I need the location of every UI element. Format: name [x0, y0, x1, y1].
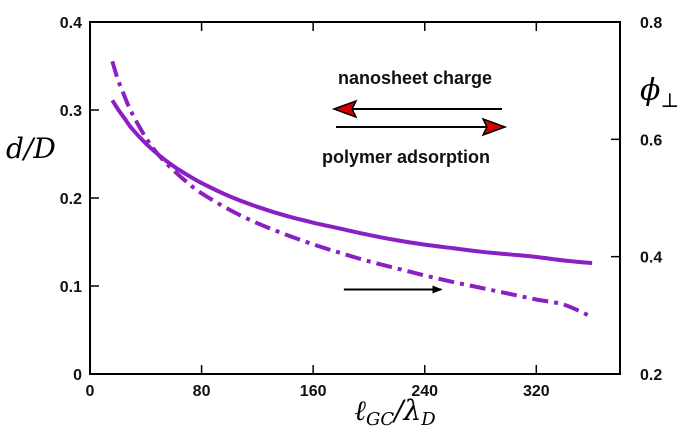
x-tick-label: 160 [300, 383, 327, 400]
x-tick-label: 240 [411, 383, 438, 400]
series-line-solid [110, 99, 593, 266]
right-y-axis-title: ϕ⊥ [640, 73, 679, 112]
series-line-dashdot [110, 60, 593, 319]
left-y-tick-label: 0.3 [60, 103, 82, 120]
x-tick-label: 320 [523, 383, 550, 400]
right-y-tick-label: 0.6 [640, 132, 662, 149]
arrow-right-polymer-adsorption [336, 117, 508, 137]
right-y-axis-ticks: 0.2 0.4 0.6 0.8 [611, 15, 662, 384]
left-y-tick-label: 0 [73, 367, 82, 384]
arrow-left-nanosheet-charge [331, 99, 502, 119]
annotation-nanosheet-charge: nanosheet charge [338, 68, 492, 88]
left-y-axis-ticks: 0 0.1 0.2 0.3 0.4 [60, 15, 99, 384]
left-y-tick-label: 0.4 [60, 15, 82, 32]
x-tick-label: 80 [193, 383, 211, 400]
x-axis-title: ℓGC/λD [354, 394, 436, 430]
x-axis-ticks: 0 80 160 240 320 [86, 22, 550, 400]
annotation-polymer-adsorption: polymer adsorption [322, 147, 490, 167]
left-y-tick-label: 0.1 [60, 279, 82, 296]
right-y-tick-label: 0.4 [640, 250, 662, 267]
left-y-tick-label: 0.2 [60, 191, 82, 208]
series-layer [110, 60, 593, 319]
x-tick-label: 0 [86, 383, 95, 400]
right-y-tick-label: 0.2 [640, 367, 662, 384]
right-y-tick-label: 0.8 [640, 15, 662, 32]
left-y-axis-title: d/D [6, 132, 56, 165]
